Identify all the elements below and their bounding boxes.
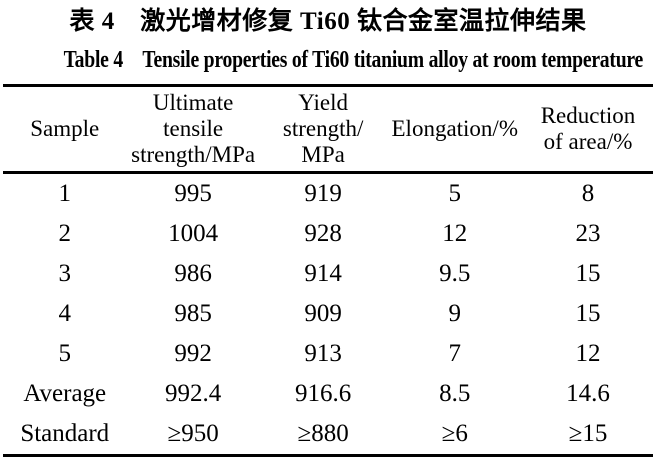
table-cell: 5 [58,340,72,367]
table-cell: 12 [442,220,468,247]
table-cell: 7 [448,340,462,367]
table-cell: ≥880 [297,420,349,447]
table-cell: 986 [174,260,212,287]
table-cell: ≥15 [568,420,608,447]
table-cell: 14.6 [566,380,610,407]
table-row-average: Average 992.4 916.6 8.5 14.6 [3,374,653,414]
table-title-english-text: Table 4 Tensile properties of Ti60 titan… [63,47,644,73]
table-cell: 916.6 [295,380,352,407]
table-cell: 913 [304,340,342,367]
table-row-sample-1: 1 995 919 5 8 [3,173,653,215]
table-row-sample-2: 2 1004 928 12 23 [3,214,653,254]
header-row: Sample Ultimate tensile strength/MPa Yie… [3,85,653,174]
table-cell: Average [23,380,107,407]
column-header-reduction-of-area: Reduction of area/% [523,85,653,174]
table-cell: 5 [448,180,462,207]
table-cell: 928 [304,220,342,247]
column-header-sample: Sample [3,85,127,174]
tensile-properties-table: Sample Ultimate tensile strength/MPa Yie… [3,84,653,457]
table-cell: 23 [575,220,601,247]
table-cell: 8.5 [439,380,471,407]
table-cell: 914 [304,260,342,287]
column-header-elongation: Elongation/% [386,85,523,174]
table-cell: ≥950 [167,420,219,447]
table-cell: 2 [58,220,72,247]
table-cell: 9 [448,300,462,327]
table-cell: Standard [20,420,110,447]
column-header-yield-strength: Yield strength/ MPa [259,85,387,174]
table-cell: 909 [304,300,342,327]
column-header-ultimate-tensile-strength: Ultimate tensile strength/MPa [126,85,260,174]
table-cell: 1 [58,180,72,207]
table-row-sample-3: 3 986 914 9.5 15 [3,254,653,294]
table-cell: ≥6 [441,420,468,447]
table-cell: 985 [174,300,212,327]
table-cell: 12 [575,340,601,367]
table-cell: 1004 [168,220,219,247]
table-title-chinese: 表 4 激光增材修复 Ti60 钛合金室温拉伸结果 [69,8,587,35]
table-cell: 995 [174,180,212,207]
table-row-standard: Standard ≥950 ≥880 ≥6 ≥15 [3,414,653,456]
table-cell: 3 [58,260,72,287]
table-cell: 992 [174,340,212,367]
table-cell: 992.4 [165,380,222,407]
table-cell: 919 [304,180,342,207]
table-cell: 8 [581,180,595,207]
table-cell: 15 [575,300,601,327]
table-title-english: Table 4 Tensile properties of Ti60 titan… [0,45,656,78]
table-cell: 15 [575,260,601,287]
table-cell: 9.5 [439,260,471,287]
table-cell: 4 [58,300,72,327]
table-row-sample-5: 5 992 913 7 12 [3,334,653,374]
table-row-sample-4: 4 985 909 9 15 [3,294,653,334]
